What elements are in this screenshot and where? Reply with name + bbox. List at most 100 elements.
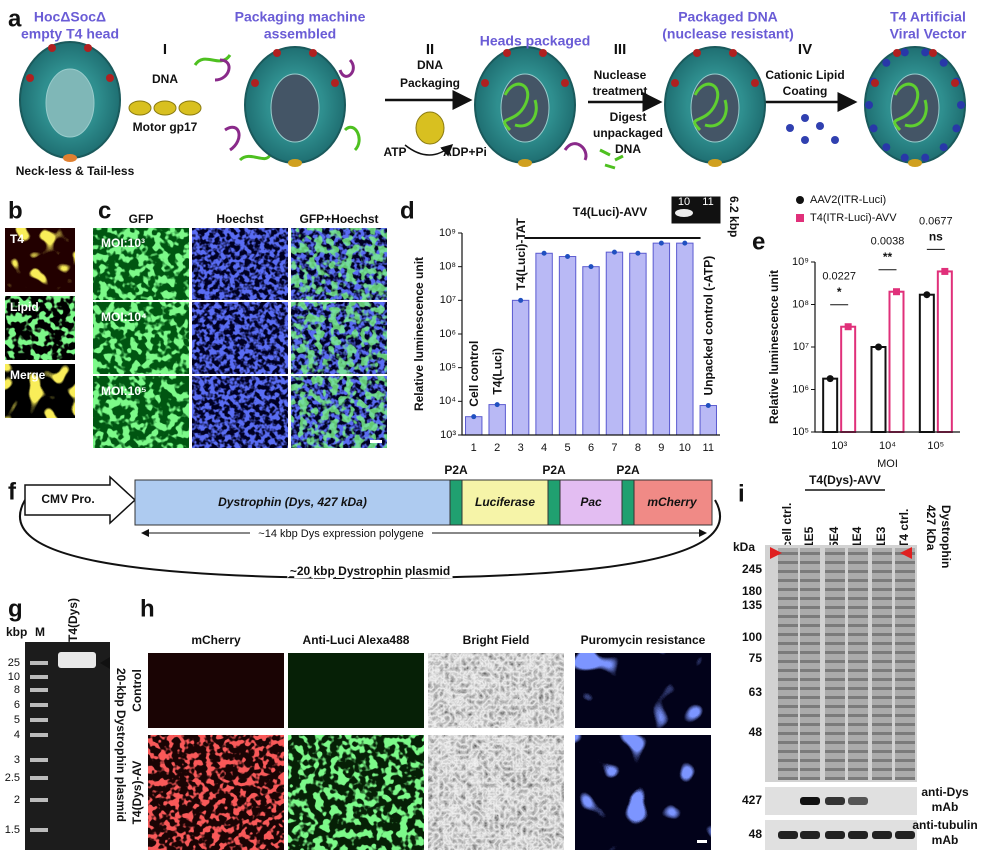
blot-lane xyxy=(848,548,868,780)
panel-a-art xyxy=(128,54,858,170)
image-texture xyxy=(428,653,564,728)
x-tick-label: 6 xyxy=(588,442,594,454)
marker-label: 180 xyxy=(742,584,762,598)
label: 20-kbp Dystrophin plasmid xyxy=(114,668,128,822)
vertex xyxy=(893,49,901,57)
legend-label: T4(ITR-Luci)-AVV xyxy=(810,212,897,224)
label: Puromycin resistance xyxy=(581,633,706,647)
bar xyxy=(652,242,671,436)
p-value: 0.0227 xyxy=(822,271,856,283)
lipid xyxy=(786,114,839,144)
blot-lane xyxy=(895,548,915,780)
marker-label: 48 xyxy=(749,725,763,739)
label: Motor gp17 xyxy=(133,120,198,134)
image-texture xyxy=(291,228,387,300)
lipid xyxy=(869,124,878,133)
target-arrow xyxy=(770,547,782,559)
plasmid-band xyxy=(58,652,96,668)
lane-label: 1E4 xyxy=(850,526,864,548)
segment-label: mCherry xyxy=(647,495,698,509)
ladder-band xyxy=(30,776,48,780)
lipid xyxy=(900,153,909,162)
ladder-label: 6 xyxy=(14,699,20,711)
lane-label: 5E4 xyxy=(827,526,841,548)
blot-band xyxy=(800,831,820,839)
y-tick-label: 10⁵ xyxy=(792,426,809,438)
stage-title: empty T4 head xyxy=(21,26,119,42)
bar xyxy=(535,252,553,436)
vertex xyxy=(539,49,547,57)
x-tick-label: 11 xyxy=(703,442,714,454)
legend-label: AAV2(ITR-Luci) xyxy=(810,194,886,206)
lipid xyxy=(939,58,948,67)
label: Coating xyxy=(783,84,828,98)
vertex xyxy=(871,79,879,87)
label: anti-tubulin xyxy=(912,818,977,832)
packaged-dna xyxy=(503,82,538,132)
lane-label: 1E3 xyxy=(874,526,888,548)
point xyxy=(923,291,931,299)
marker-label: 63 xyxy=(749,685,763,699)
linker xyxy=(547,479,561,526)
vertex xyxy=(251,79,259,87)
point xyxy=(875,343,882,351)
blot-lane xyxy=(872,548,892,780)
point xyxy=(611,249,617,255)
panel-letter: h xyxy=(140,595,155,622)
significance: ** xyxy=(883,250,893,264)
ladder-band xyxy=(30,798,48,802)
label: ADP+Pi xyxy=(443,145,487,159)
point xyxy=(471,414,477,420)
ladder-label: 5 xyxy=(14,714,20,726)
label: Anti-Luci Alexa488 xyxy=(303,633,410,647)
stage-title: Packaging machine xyxy=(235,9,366,25)
stage-title: (nuclease resistant) xyxy=(662,26,794,42)
image-texture xyxy=(575,735,711,850)
linker xyxy=(621,479,635,526)
bar xyxy=(629,252,647,436)
label: treatment xyxy=(593,84,648,98)
label: P2A xyxy=(444,463,468,477)
motor xyxy=(128,100,445,145)
blot-band xyxy=(800,797,820,805)
vertex xyxy=(729,49,737,57)
image-texture xyxy=(93,376,189,448)
x-tick-label: 7 xyxy=(611,442,617,454)
label: Nuclease xyxy=(594,68,647,82)
ladder-label: 8 xyxy=(14,684,20,696)
label: mAb xyxy=(932,800,959,814)
point xyxy=(826,375,834,383)
marker-label: 427 xyxy=(742,793,762,807)
legend-marker xyxy=(796,196,804,204)
image-texture xyxy=(428,735,564,850)
label: kDa xyxy=(733,540,755,554)
p-value: 0.0038 xyxy=(871,236,905,248)
point xyxy=(635,250,641,256)
head-core xyxy=(45,68,95,138)
stage-title: Viral Vector xyxy=(890,26,967,42)
plasmid-loop xyxy=(18,499,722,580)
linker xyxy=(449,479,463,526)
ladder-band xyxy=(30,688,48,692)
vertex xyxy=(481,79,489,87)
blot-band xyxy=(895,831,915,839)
x-tick-label: 10³ xyxy=(831,440,847,452)
label: Merge xyxy=(10,368,46,382)
x-axis-label: MOI xyxy=(877,458,898,470)
label: Lipid xyxy=(10,300,39,314)
vertex xyxy=(309,49,317,57)
ladder-band xyxy=(30,703,48,707)
point xyxy=(541,250,547,256)
ladder-label: 1.5 xyxy=(5,824,20,836)
ladder-band xyxy=(30,718,48,722)
label: T4(Dys) xyxy=(66,598,80,642)
label: mCherry xyxy=(191,633,241,647)
label: Cationic Lipid xyxy=(765,68,844,82)
lane-label: T4 ctrl. xyxy=(897,509,911,548)
vertex xyxy=(273,49,281,57)
significance: * xyxy=(837,285,842,299)
head-core xyxy=(270,73,320,143)
vertex xyxy=(693,49,701,57)
label: 10 xyxy=(678,196,690,208)
gel-band xyxy=(675,209,693,217)
